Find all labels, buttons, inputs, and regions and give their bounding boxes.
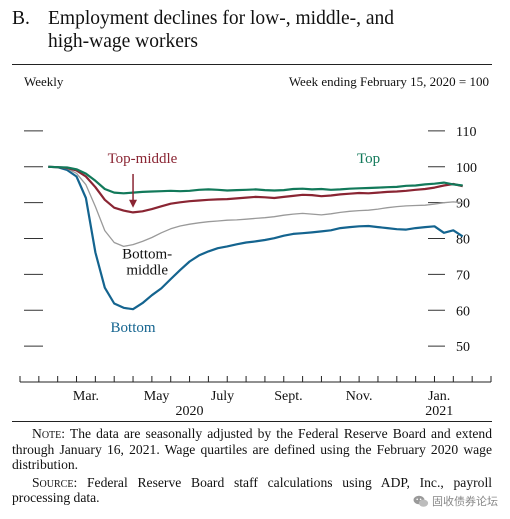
frequency-label: Weekly [24, 74, 64, 89]
x-tick-label: July [211, 389, 234, 404]
x-tick-label: May [144, 389, 170, 404]
series-label-top-middle: Top-middle [108, 151, 178, 167]
year-label: 2021 [425, 404, 453, 419]
y-tick-label: 70 [456, 268, 470, 283]
series-line-bottom-middle [48, 166, 463, 248]
top-rule [12, 64, 492, 65]
y-tick-label: 110 [456, 125, 476, 140]
y-gridticks: 50 60 70 80 90 100 110 [24, 125, 477, 355]
x-tick-label: Mar. [73, 389, 99, 404]
series-line-bottom [48, 165, 464, 311]
series-label-top: Top [357, 151, 380, 167]
y-tick-label: 50 [456, 340, 470, 355]
note-paragraph: Note: The data are seasonally adjusted b… [12, 426, 492, 473]
wechat-icon [413, 495, 429, 507]
source-label: Source: [32, 474, 78, 490]
x-axis: Mar. May July Sept. Nov. Jan. 2020 2021 [19, 376, 492, 419]
watermark: 固收债券论坛 [413, 493, 498, 509]
notes-section: Note: The data are seasonally adjusted b… [12, 426, 492, 508]
series-label-bottom: Bottom [111, 320, 156, 336]
label-arrow-head [129, 199, 138, 208]
chart-title: B. Employment declines for low-, middle-,… [12, 7, 492, 53]
series-label-bottom-middle-line2: middle [126, 262, 168, 278]
y-tick-label: 100 [456, 161, 477, 176]
panel-letter: B. [12, 8, 30, 29]
series-label-bottom-middle: Bottom- [122, 246, 172, 262]
note-label: Note: [32, 426, 66, 441]
x-tick-label: Jan. [428, 389, 450, 404]
source-text: Federal Reserve Board staff calculations… [12, 474, 492, 506]
index-base-label: Week ending February 15, 2020 = 100 [288, 74, 489, 89]
bottom-rule [12, 421, 492, 422]
title-line-1: Employment declines for low-, middle-, a… [48, 8, 395, 29]
y-tick-label: 90 [456, 197, 470, 212]
line-chart: 50 60 70 80 90 100 110 Mar. May July Sept. Nov. Jan… [19, 125, 492, 419]
y-tick-label: 60 [456, 304, 470, 319]
x-tick-label: Sept. [274, 389, 302, 404]
series-line-top [48, 165, 463, 195]
y-tick-label: 80 [456, 233, 470, 248]
title-line-2: high-wage workers [48, 31, 198, 52]
series-line-top-middle [48, 165, 463, 214]
note-text: The data are seasonally adjusted by the … [12, 426, 492, 472]
source-paragraph: Source: Federal Reserve Board staff calc… [12, 475, 492, 506]
watermark-text: 固收债券论坛 [432, 495, 498, 508]
year-label: 2020 [176, 404, 204, 419]
x-tick-label: Nov. [346, 389, 373, 404]
series-labels: Top Top-middle Bottom-middle Bottom [108, 151, 381, 336]
series-lines [48, 165, 464, 311]
